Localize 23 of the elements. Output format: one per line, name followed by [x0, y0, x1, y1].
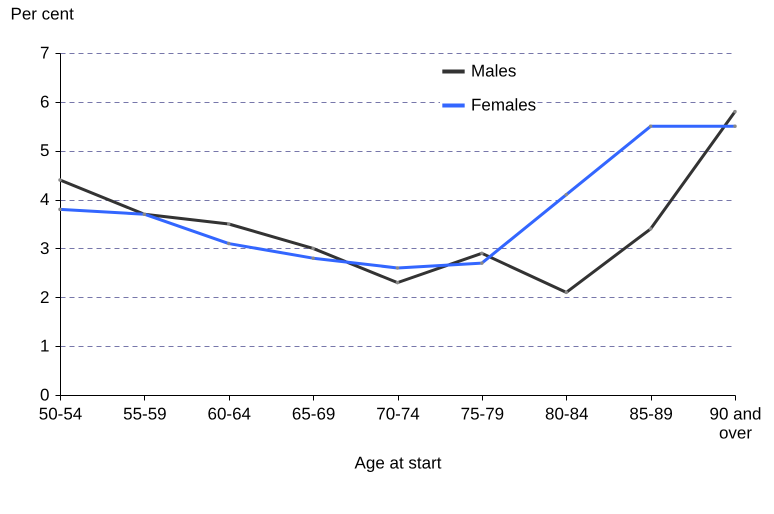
y-tick-label: 2: [40, 288, 50, 307]
x-tick-label: 55-59: [123, 404, 167, 424]
x-tick-label: 65-69: [292, 404, 336, 424]
x-tick-label: 70-74: [376, 404, 420, 424]
y-tick-label: 4: [40, 190, 50, 210]
legend-label: Males: [471, 62, 516, 80]
y-tick-label: 6: [40, 92, 50, 112]
x-tick-label: 75-79: [460, 404, 504, 424]
x-tick-label: 80-84: [545, 404, 588, 424]
line-series: [58, 110, 737, 294]
x-axis-title: Age at start: [354, 454, 442, 472]
x-tick-label: 50-54: [38, 404, 82, 424]
y-tick-label: 0: [40, 386, 50, 404]
legend-label: Females: [471, 96, 536, 114]
y-tick-label: 1: [40, 336, 50, 356]
y-tick-label: 3: [40, 238, 50, 258]
y-tick-label: 7: [40, 44, 50, 62]
y-axis-title: Per cent: [10, 4, 74, 24]
line-series: [58, 124, 737, 270]
x-tick-label: 60-64: [208, 404, 251, 424]
x-tick-label: 85-89: [629, 404, 673, 424]
x-tick-label: 90 and over: [710, 404, 762, 442]
y-tick-label: 5: [40, 141, 50, 160]
